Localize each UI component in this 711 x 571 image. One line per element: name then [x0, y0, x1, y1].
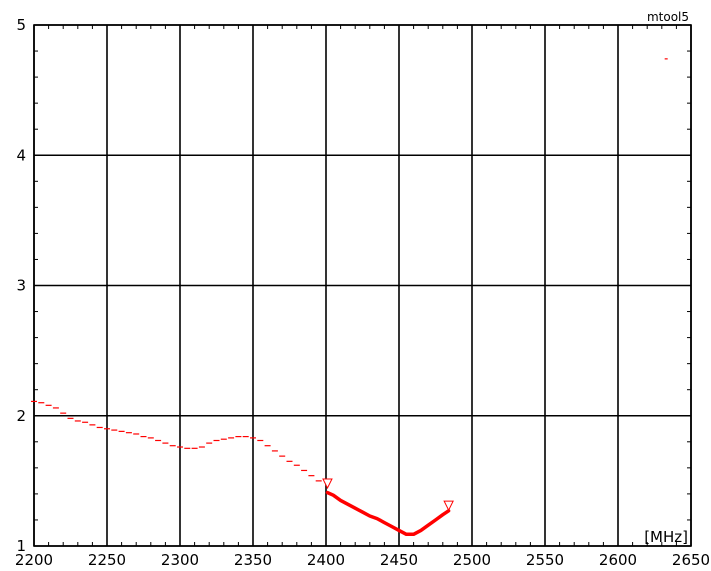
x-tick-label: 2550: [526, 551, 564, 569]
tool-label: mtool5: [647, 10, 689, 24]
band-edge-marker: [322, 478, 333, 490]
x-tick-label: 2250: [88, 551, 126, 569]
chart-ticks: [33, 24, 692, 547]
y-tick-label: 4: [16, 146, 26, 164]
y-tick-label: 3: [16, 277, 26, 295]
y-tick-label: 2: [16, 407, 26, 425]
x-unit-label: [MHz]: [644, 528, 688, 546]
x-tick-label: 2400: [307, 551, 345, 569]
x-tick-label: 2600: [599, 551, 637, 569]
chart-markers: [322, 58, 668, 512]
chart-series: [31, 400, 451, 537]
x-tick-label: 2450: [380, 551, 418, 569]
y-tick-label: 5: [16, 16, 26, 34]
x-tick-label: 2500: [453, 551, 491, 569]
x-tick-label: 2350: [234, 551, 272, 569]
trace-band-line: [325, 490, 451, 537]
y-tick-label: 1: [16, 537, 26, 555]
chart-labels: 2200 2250 2300 2350 2400 2450 2500 2550 2600 2650…: [15, 16, 710, 569]
x-tick-label: 2300: [161, 551, 199, 569]
band-edge-marker: [443, 500, 454, 512]
x-tick-label: 2200: [15, 551, 53, 569]
x-tick-label: 2650: [672, 551, 710, 569]
